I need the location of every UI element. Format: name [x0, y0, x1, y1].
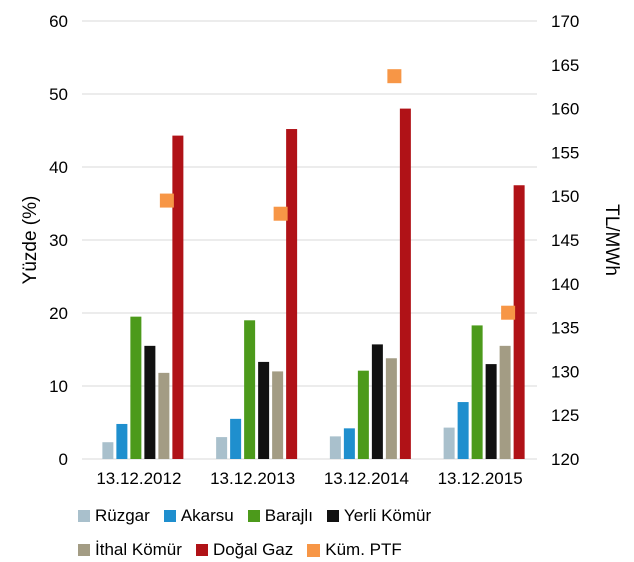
bar	[244, 320, 256, 459]
bar	[329, 436, 341, 459]
chart-plot: 0 10 20 30 40 50 60 120 125 130 135 140 145 150 155 160…	[20, 12, 622, 488]
bar	[158, 372, 170, 459]
legend-item-barajli: Barajlı	[247, 506, 313, 526]
legend-swatch-kum-ptf	[307, 543, 321, 557]
bar	[216, 437, 228, 459]
legend-item-ruzgar: Rüzgar	[78, 506, 150, 526]
bar	[385, 358, 397, 459]
bar	[258, 361, 270, 459]
legend-item-kum-ptf: Küm. PTF	[307, 540, 402, 560]
y-tick-label: 40	[49, 158, 68, 177]
y2-tick-label: 125	[551, 406, 579, 425]
ptf-point	[159, 193, 174, 208]
bar	[499, 345, 511, 459]
y-tick-label: 30	[49, 231, 68, 250]
legend-label-barajli: Barajlı	[264, 506, 313, 525]
x-tick-label: 13.12.2014	[324, 469, 409, 488]
y-tick-label: 50	[49, 85, 68, 104]
legend-label-ithal-komur: İthal Kömür	[95, 540, 182, 559]
y2-tick-label: 135	[551, 319, 579, 338]
y-tick-label: 0	[59, 450, 68, 469]
ptf-point	[501, 305, 516, 320]
y2-tick-label: 165	[551, 56, 579, 75]
bar	[371, 344, 383, 459]
legend-label-dogal-gaz: Doğal Gaz	[212, 540, 294, 559]
x-tick-label: 13.12.2013	[210, 469, 295, 488]
y-tick-label: 10	[49, 377, 68, 396]
bar	[343, 428, 355, 459]
legend-swatch-barajli	[247, 510, 260, 522]
legend-label-ruzgar: Rüzgar	[95, 506, 150, 525]
bar	[144, 345, 156, 459]
bar	[116, 423, 128, 459]
ptf-point	[387, 69, 402, 84]
axis-ticks: 0 10 20 30 40 50 60 120 125 130 135 140 145 150 155 160…	[49, 12, 579, 488]
y2-tick-label: 120	[551, 450, 579, 469]
y2-tick-label: 145	[551, 231, 579, 250]
bar	[286, 129, 298, 460]
ptf-point	[273, 206, 288, 221]
legend-label-akarsu: Akarsu	[180, 506, 234, 525]
bar	[399, 108, 411, 459]
bar	[471, 325, 483, 459]
ptf-points	[159, 69, 516, 320]
legend-item-dogal-gaz: Doğal Gaz	[195, 540, 294, 560]
bar	[230, 418, 242, 459]
legend-label-kum-ptf: Küm. PTF	[325, 540, 402, 559]
bar	[443, 427, 455, 459]
legend-item-yerli-komur: Yerli Kömür	[326, 506, 432, 526]
legend-swatch-ruzgar	[78, 510, 90, 522]
bar	[102, 442, 114, 459]
y-tick-label: 20	[49, 304, 68, 323]
legend-swatch-dogal-gaz	[195, 544, 208, 556]
legend-swatch-akarsu	[163, 510, 176, 522]
legend-swatch-yerli-komur	[326, 510, 339, 522]
gridlines	[82, 20, 537, 460]
bar	[357, 370, 369, 459]
y2-tick-label: 170	[551, 12, 579, 31]
bar	[485, 364, 497, 459]
y2-tick-label: 140	[551, 275, 579, 294]
legend-label-yerli-komur: Yerli Kömür	[343, 506, 432, 525]
bars	[102, 108, 525, 460]
legend-item-ithal-komur: İthal Kömür	[78, 540, 182, 560]
y-axis-title: Yüzde (%)	[20, 196, 41, 285]
x-tick-label: 13.12.2012	[96, 469, 181, 488]
bar	[172, 135, 184, 460]
bar	[457, 402, 469, 459]
legend-row-1: Rüzgar Akarsu Barajlı Yerli Kömür	[78, 506, 445, 526]
bar	[130, 316, 142, 459]
bar	[513, 185, 525, 459]
y2-tick-label: 155	[551, 143, 579, 162]
legend-row-2: İthal Kömür Doğal Gaz Küm. PTF	[78, 540, 416, 560]
x-tick-label: 13.12.2015	[438, 469, 523, 488]
y2-tick-label: 150	[551, 187, 579, 206]
y2-axis-title: TL/MWh	[601, 204, 622, 276]
legend-swatch-ithal-komur	[78, 544, 90, 556]
bar	[272, 371, 284, 459]
y2-tick-label: 160	[551, 100, 579, 119]
y2-tick-label: 130	[551, 362, 579, 381]
legend-item-akarsu: Akarsu	[163, 506, 234, 526]
y-tick-label: 60	[49, 12, 68, 31]
